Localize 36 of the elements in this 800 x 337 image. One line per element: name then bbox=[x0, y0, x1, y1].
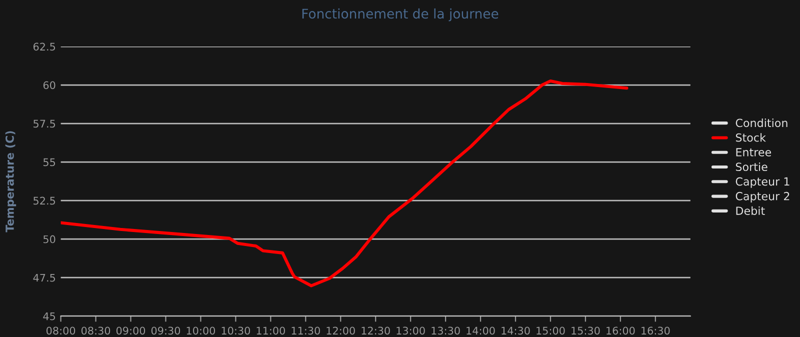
legend-label: Debit bbox=[736, 206, 765, 215]
x-tick-label: 09:00 bbox=[116, 326, 146, 335]
x-tick-label: 12:00 bbox=[326, 326, 355, 335]
y-tick-label: 60 bbox=[43, 81, 56, 90]
y-tick-label: 52.5 bbox=[34, 196, 56, 205]
line-series bbox=[60, 79, 628, 288]
legend-label: Sortie bbox=[736, 162, 768, 172]
legend-label: Capteur 2 bbox=[736, 192, 790, 202]
x-tick-label: 15:00 bbox=[536, 326, 565, 335]
x-tick-label: 12:30 bbox=[362, 326, 390, 335]
y-tick-label: 62.5 bbox=[33, 42, 56, 51]
x-tick-label: 16:00 bbox=[606, 326, 635, 335]
x-tick-label: 10:00 bbox=[186, 326, 216, 335]
y-tick-label: 55 bbox=[43, 158, 56, 166]
y-tick-label: 47.5 bbox=[33, 274, 56, 282]
x-tick-label: 11:30 bbox=[292, 326, 320, 335]
legend-label: Capteur 1 bbox=[736, 177, 790, 188]
legend-label: Stock bbox=[736, 133, 766, 142]
x-tick-label: 15:30 bbox=[572, 326, 600, 335]
x-tick-label: 10:30 bbox=[222, 326, 250, 335]
x-tick-label: 13:00 bbox=[396, 326, 425, 335]
x-tick-label: 14:00 bbox=[466, 326, 495, 335]
x-tick-label: 08:00 bbox=[46, 326, 76, 335]
x-tick-label: 14:30 bbox=[502, 326, 530, 335]
legend-label: Entree bbox=[736, 148, 772, 156]
y-tick-label: 45 bbox=[43, 312, 56, 320]
x-tick-label: 09:30 bbox=[151, 326, 180, 335]
x-tick-label: 13:30 bbox=[432, 326, 460, 335]
x-tick-label: 08:30 bbox=[81, 326, 110, 335]
x-tick-label: 11:00 bbox=[256, 326, 285, 335]
y-tick-label: 57.5 bbox=[34, 120, 56, 128]
x-tick-label: 16:30 bbox=[642, 326, 670, 335]
y-tick-label: 50 bbox=[43, 235, 56, 244]
y-axis-title: Temperature (C) bbox=[5, 131, 16, 232]
chart-title: Fonctionnement de la journee bbox=[302, 8, 498, 22]
legend-label: Condition bbox=[736, 118, 788, 128]
